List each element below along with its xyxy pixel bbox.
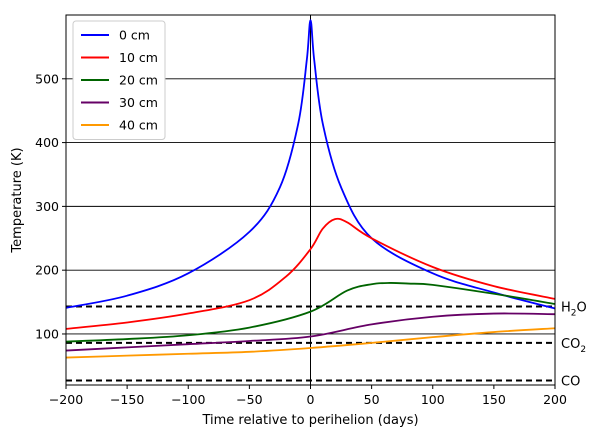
y-tick-label: 200: [35, 263, 59, 278]
legend-label: 20 cm: [119, 73, 158, 88]
series-line-40-cm: [65, 327, 556, 359]
y-tick-label: 500: [35, 71, 59, 86]
x-tick-label: −100: [171, 392, 205, 407]
legend-label: 30 cm: [119, 95, 158, 110]
series-line-20-cm: [65, 282, 556, 343]
series-line-10-cm: [65, 217, 556, 330]
threshold-label: CO: [561, 375, 580, 390]
legend-label: 40 cm: [119, 118, 158, 133]
x-tick-label: 150: [482, 392, 506, 407]
legend-label: 0 cm: [119, 28, 150, 43]
y-axis-label: Temperature (K): [10, 147, 25, 253]
y-tick-label: 400: [35, 135, 59, 150]
series-lines: [65, 19, 556, 359]
legend: 0 cm 10 cm 20 cm 30 cm 40 cm: [72, 20, 166, 140]
x-tick-label: −200: [49, 392, 83, 407]
x-axis-label: Time relative to perihelion (days): [201, 413, 418, 428]
x-tick-label: 50: [364, 392, 380, 407]
x-tick-label: 200: [543, 392, 567, 407]
y-axis-ticks: 100 200 300 400 500: [35, 71, 66, 341]
legend-box: [72, 20, 166, 140]
x-tick-label: −150: [110, 392, 144, 407]
series-line-30-cm: [65, 312, 556, 352]
threshold-label: CO2: [561, 337, 586, 355]
legend-label: 10 cm: [119, 50, 158, 65]
series-line-0-cm: [65, 19, 556, 310]
x-tick-label: 0: [307, 392, 315, 407]
threshold-label: H2O: [561, 301, 587, 319]
y-tick-label: 300: [35, 199, 59, 214]
threshold-labels: H2O CO2 CO: [561, 301, 587, 390]
x-tick-label: −50: [236, 392, 262, 407]
x-axis-ticks: −200 −150 −100 −50 0 50 100 150 200: [49, 385, 567, 407]
x-tick-label: 100: [421, 392, 445, 407]
y-tick-label: 100: [35, 326, 59, 341]
